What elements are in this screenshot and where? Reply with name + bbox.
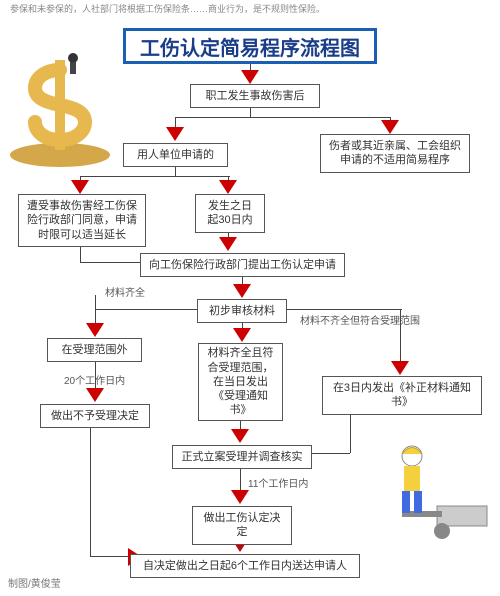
flow-line bbox=[90, 556, 130, 557]
flow-line bbox=[175, 117, 390, 118]
flow-arrow bbox=[241, 70, 259, 84]
flow-line bbox=[95, 295, 96, 325]
header-text: 参保和未参保的，人社部门将根据工伤保险条……商业行为，是不规则性保险。 bbox=[10, 2, 325, 15]
dollar-sign-icon bbox=[5, 50, 115, 170]
node-start: 职工发生事故伤害后 bbox=[190, 84, 320, 108]
worker-icon bbox=[382, 436, 492, 546]
flow-line bbox=[287, 309, 402, 310]
title: 工伤认定简易程序流程图 bbox=[123, 28, 377, 64]
node-other-applicant: 伤者或其近亲属、工会组织申请的不适用简易程序 bbox=[320, 134, 470, 173]
node-employer: 用人单位申请的 bbox=[123, 143, 228, 167]
flow-arrow bbox=[231, 429, 249, 443]
node-deliver: 自决定做出之日起6个工作日内送达申请人 bbox=[130, 554, 360, 578]
label-incomplete: 材料不齐全但符合受理范围 bbox=[300, 312, 420, 327]
flow-arrow bbox=[166, 127, 184, 141]
credit: 制图/黄俊莹 bbox=[8, 575, 61, 590]
node-30days: 发生之日起30日内 bbox=[195, 194, 265, 233]
node-complete: 材料齐全且符合受理范围，在当日发出《受理通知书》 bbox=[198, 343, 283, 421]
flow-line bbox=[95, 309, 198, 310]
flow-arrow bbox=[233, 328, 251, 342]
flow-arrow bbox=[391, 361, 409, 375]
flow-arrow bbox=[381, 120, 399, 134]
flow-arrow bbox=[233, 284, 251, 298]
label-complete: 材料齐全 bbox=[105, 284, 145, 299]
flow-line bbox=[250, 107, 251, 117]
flow-line bbox=[240, 468, 241, 492]
flow-line bbox=[312, 453, 350, 454]
node-decide: 做出工伤认定决定 bbox=[192, 506, 292, 545]
label-11days: 11个工作日内 bbox=[248, 475, 308, 490]
node-reject: 做出不予受理决定 bbox=[40, 404, 150, 428]
flow-arrow bbox=[219, 237, 237, 251]
flow-arrow bbox=[231, 490, 249, 504]
node-review: 初步审核材料 bbox=[197, 299, 287, 323]
flow-arrow bbox=[219, 180, 237, 194]
flow-line bbox=[90, 426, 91, 556]
node-register: 正式立案受理并调查核实 bbox=[172, 445, 312, 469]
node-outofscope: 在受理范围外 bbox=[47, 338, 142, 362]
node-apply: 向工伤保险行政部门提出工伤认定申请 bbox=[140, 253, 345, 277]
flow-line bbox=[80, 176, 230, 177]
node-extend: 遭受事故伤害经工伤保险行政部门同意，申请时限可以适当延长 bbox=[18, 194, 146, 247]
node-supplement: 在3日内发出《补正材料通知书》 bbox=[322, 376, 482, 415]
flow-arrow bbox=[71, 180, 89, 194]
label-20days: 20个工作日内 bbox=[64, 372, 125, 387]
flow-arrow bbox=[86, 323, 104, 337]
flow-line bbox=[80, 262, 140, 263]
flow-line bbox=[175, 166, 176, 176]
flow-arrow bbox=[86, 388, 104, 402]
